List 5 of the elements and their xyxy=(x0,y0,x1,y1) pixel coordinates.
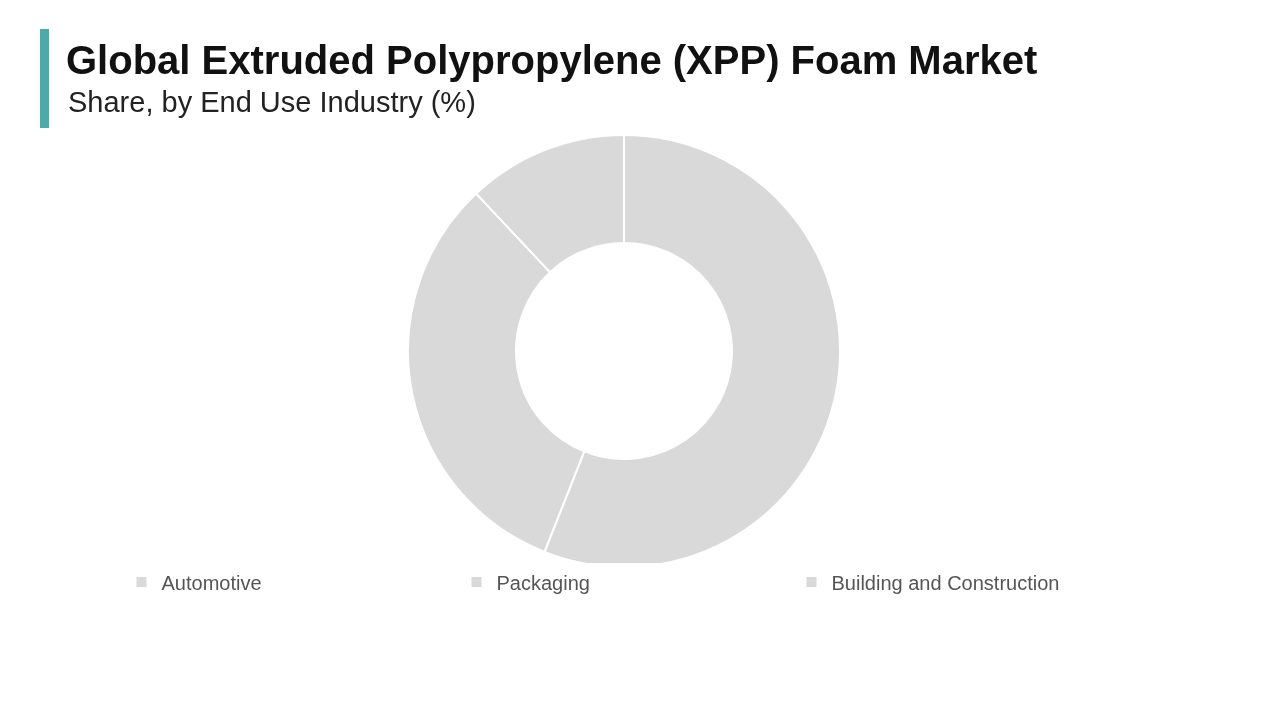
legend-label: Packaging xyxy=(496,571,590,594)
legend-label: Building and Construction xyxy=(831,571,1060,594)
chart-title: Global Extruded Polypropylene (XPP) Foam Market xyxy=(66,38,1038,83)
legend-label: Automotive xyxy=(161,571,262,594)
chart-subtitle: Share, by End Use Industry (%) xyxy=(68,86,476,119)
